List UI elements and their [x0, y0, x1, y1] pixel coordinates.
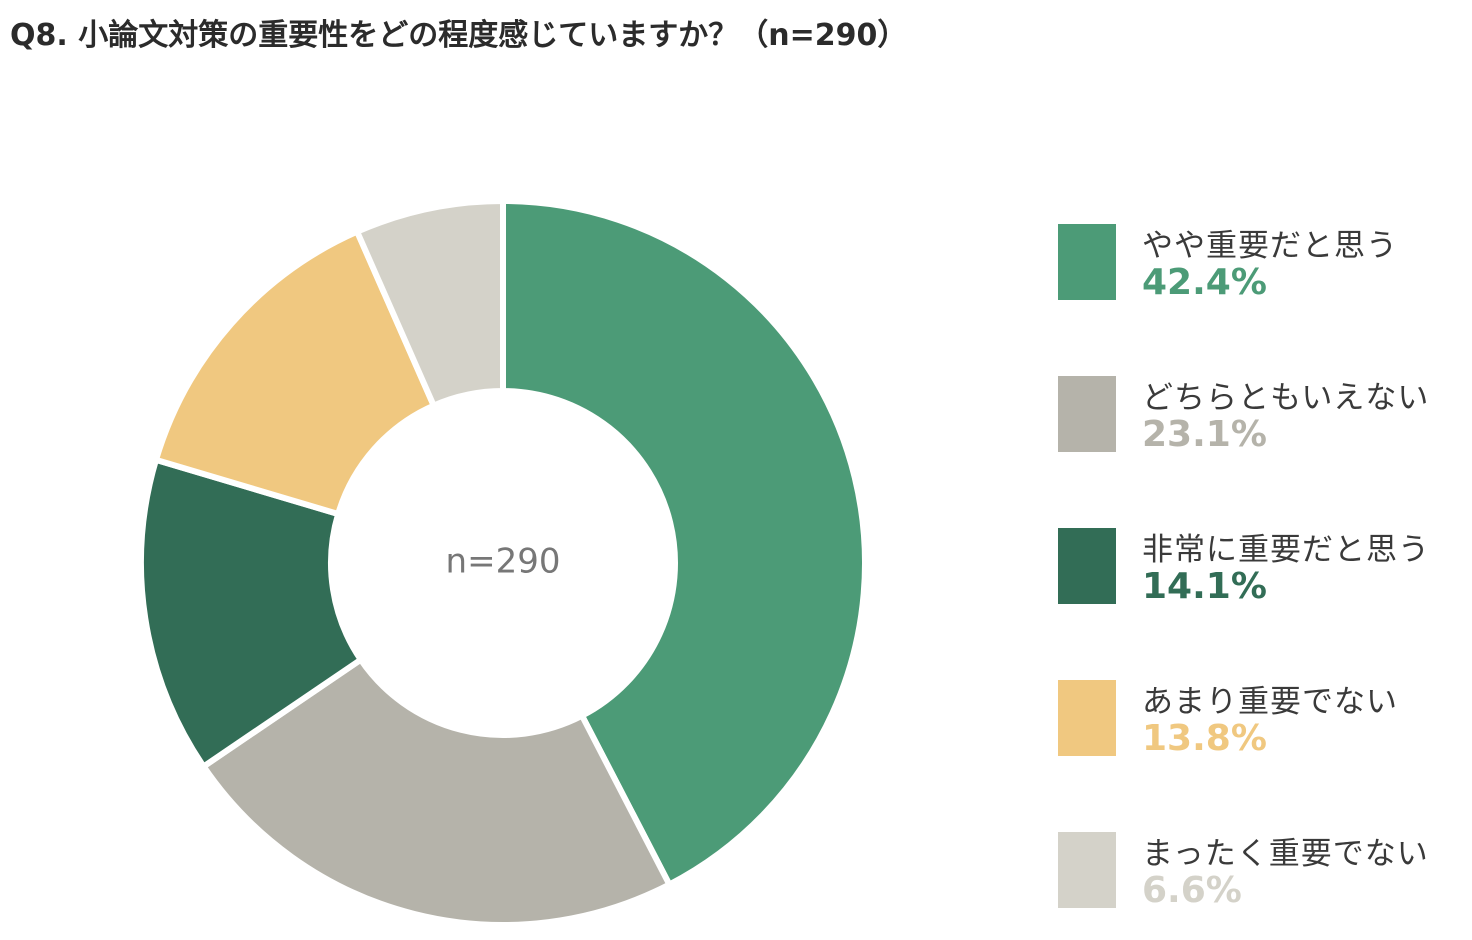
donut-chart: n=290 — [138, 197, 868, 928]
donut-slice — [199, 655, 674, 928]
legend-label: どちらともいえない — [1142, 380, 1430, 416]
legend-label: やや重要だと思う — [1142, 228, 1398, 264]
donut-slice — [500, 197, 868, 889]
legend-swatch — [1058, 528, 1116, 604]
legend-value: 13.8% — [1142, 718, 1267, 759]
chart-title: Q8. 小論文対策の重要性をどの程度感じていますか？（n=290） — [10, 18, 908, 53]
donut-slices — [138, 197, 868, 928]
donut-center-label: n=290 — [446, 542, 561, 582]
legend-swatch — [1058, 680, 1116, 756]
legend-label: まったく重要でない — [1142, 836, 1429, 872]
legend-swatch — [1058, 832, 1116, 908]
legend-label: あまり重要でない — [1142, 684, 1398, 720]
donut-slice — [152, 227, 438, 518]
legend-value: 23.1% — [1142, 414, 1267, 455]
legend-value: 6.6% — [1142, 870, 1242, 911]
legend-swatch — [1058, 224, 1116, 300]
donut-slice — [138, 456, 365, 771]
legend-item: あまり重要でない 13.8% — [1058, 674, 1472, 764]
legend-item: 非常に重要だと思う 14.1% — [1058, 522, 1472, 612]
legend-item: どちらともいえない 23.1% — [1058, 370, 1472, 460]
legend-label: 非常に重要だと思う — [1142, 532, 1430, 568]
legend-value: 42.4% — [1142, 262, 1267, 303]
legend-item: まったく重要でない 6.6% — [1058, 826, 1472, 916]
legend-swatch — [1058, 376, 1116, 452]
legend-value: 14.1% — [1142, 566, 1267, 607]
donut-slice — [353, 197, 506, 410]
legend-item: やや重要だと思う 42.4% — [1058, 218, 1472, 308]
